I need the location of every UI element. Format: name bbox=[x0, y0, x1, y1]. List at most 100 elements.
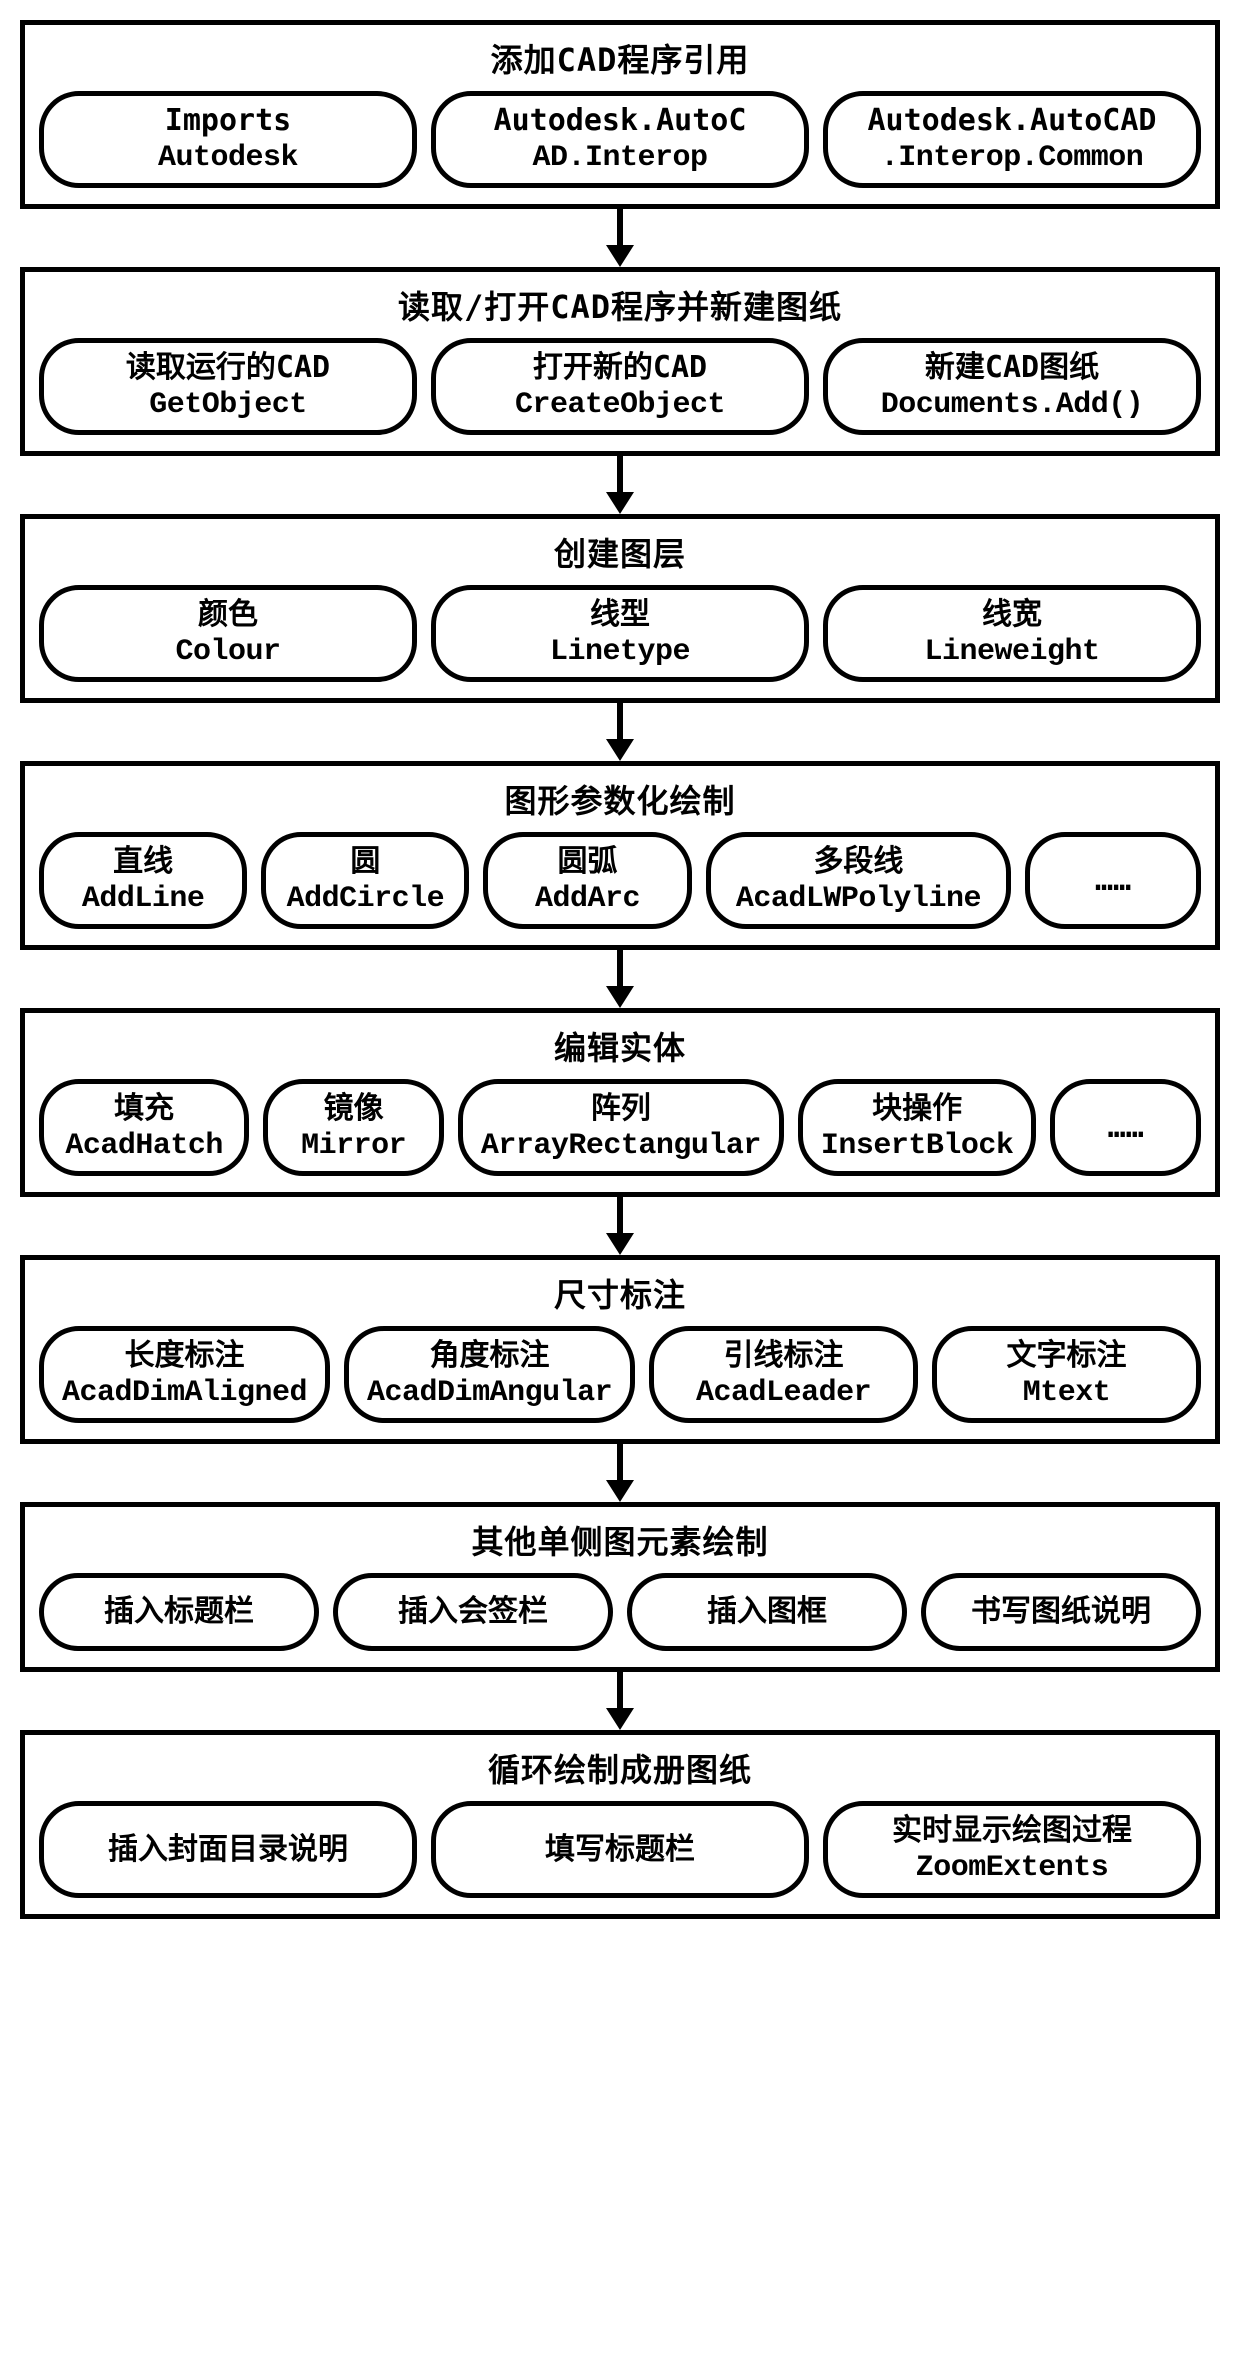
chip: ImportsAutodesk bbox=[39, 91, 417, 188]
chip: 长度标注AcadDimAligned bbox=[39, 1326, 330, 1423]
chip-line2: AcadLeader bbox=[696, 1375, 871, 1413]
chip: 填写标题栏 bbox=[431, 1801, 809, 1898]
flow-block: 尺寸标注长度标注AcadDimAligned角度标注AcadDimAngular… bbox=[20, 1255, 1220, 1444]
chip: 镜像Mirror bbox=[263, 1079, 443, 1176]
chip-line2: ZoomExtents bbox=[916, 1850, 1109, 1888]
chip-line1: 颜色 bbox=[198, 596, 258, 634]
chip: 插入会签栏 bbox=[333, 1573, 613, 1651]
chip-line1: 圆 bbox=[350, 843, 380, 881]
chip-row: 插入标题栏 插入会签栏 插入图框 书写图纸说明 bbox=[39, 1573, 1201, 1651]
down-arrow-icon bbox=[600, 1444, 640, 1502]
chip-line1: Imports bbox=[165, 102, 291, 140]
chip-line1: 长度标注 bbox=[125, 1337, 245, 1375]
chip-line2: AD.Interop bbox=[532, 140, 707, 178]
chip-line1: 引线标注 bbox=[724, 1337, 844, 1375]
chip-label: 插入会签栏 bbox=[398, 1593, 548, 1631]
chip: 填充AcadHatch bbox=[39, 1079, 249, 1176]
down-arrow-icon bbox=[600, 1197, 640, 1255]
chip-line1: 读取运行的CAD bbox=[126, 349, 330, 387]
flow-block: 添加CAD程序引用ImportsAutodeskAutodesk.AutoCAD… bbox=[20, 20, 1220, 209]
block-title: 添加CAD程序引用 bbox=[39, 35, 1201, 81]
chip-line2: Linetype bbox=[550, 634, 690, 672]
block-title: 图形参数化绘制 bbox=[39, 776, 1201, 822]
chip-line1: 阵列 bbox=[591, 1090, 651, 1128]
chip: 文字标注Mtext bbox=[932, 1326, 1201, 1423]
block-title: 其他单侧图元素绘制 bbox=[39, 1517, 1201, 1563]
down-arrow-icon bbox=[600, 456, 640, 514]
flowchart-diagram: 添加CAD程序引用ImportsAutodeskAutodesk.AutoCAD… bbox=[20, 20, 1220, 1919]
block-title: 读取/打开CAD程序并新建图纸 bbox=[39, 282, 1201, 328]
chip: 书写图纸说明 bbox=[921, 1573, 1201, 1651]
chip-line2: Mtext bbox=[1023, 1375, 1111, 1413]
chip: 插入封面目录说明 bbox=[39, 1801, 417, 1898]
chip-line2: Autodesk bbox=[158, 140, 298, 178]
chip-line1: 打开新的CAD bbox=[533, 349, 707, 387]
chip-line2: GetObject bbox=[149, 387, 307, 425]
chip-line1: 新建CAD图纸 bbox=[925, 349, 1099, 387]
chip: …… bbox=[1050, 1079, 1201, 1176]
chip-line2: InsertBlock bbox=[821, 1128, 1014, 1166]
chip-line2: Colour bbox=[175, 634, 280, 672]
chip: 线型Linetype bbox=[431, 585, 809, 682]
chip-line2: .Interop.Common bbox=[881, 140, 1144, 178]
down-arrow-icon bbox=[600, 209, 640, 267]
chip-line1: Autodesk.AutoCAD bbox=[868, 102, 1157, 140]
chip-row: 填充AcadHatch镜像Mirror阵列ArrayRectangular块操作… bbox=[39, 1079, 1201, 1176]
chip: 引线标注AcadLeader bbox=[649, 1326, 918, 1423]
flow-block: 创建图层颜色Colour线型Linetype线宽Lineweight bbox=[20, 514, 1220, 703]
chip-row: 读取运行的CADGetObject打开新的CADCreateObject新建CA… bbox=[39, 338, 1201, 435]
chip-label: …… bbox=[1108, 1109, 1144, 1147]
chip-line2: AddLine bbox=[82, 881, 205, 919]
chip-line1: 块操作 bbox=[872, 1090, 962, 1128]
chip-line2: AcadDimAngular bbox=[367, 1375, 612, 1413]
chip-line1: 实时显示绘图过程 bbox=[892, 1812, 1132, 1850]
chip-row: 插入封面目录说明 填写标题栏 实时显示绘图过程ZoomExtents bbox=[39, 1801, 1201, 1898]
flow-block: 读取/打开CAD程序并新建图纸读取运行的CADGetObject打开新的CADC… bbox=[20, 267, 1220, 456]
chip-line2: AcadLWPolyline bbox=[736, 881, 981, 919]
chip: 圆AddCircle bbox=[261, 832, 469, 929]
chip-line2: ArrayRectangular bbox=[481, 1128, 761, 1166]
chip-line1: 线型 bbox=[590, 596, 650, 634]
chip: 读取运行的CADGetObject bbox=[39, 338, 417, 435]
chip: 角度标注AcadDimAngular bbox=[344, 1326, 635, 1423]
chip-line2: AcadHatch bbox=[65, 1128, 223, 1166]
flow-block: 编辑实体填充AcadHatch镜像Mirror阵列ArrayRectangula… bbox=[20, 1008, 1220, 1197]
block-title: 尺寸标注 bbox=[39, 1270, 1201, 1316]
chip: 打开新的CADCreateObject bbox=[431, 338, 809, 435]
block-title: 编辑实体 bbox=[39, 1023, 1201, 1069]
chip: Autodesk.AutoCAD.Interop bbox=[431, 91, 809, 188]
chip-row: 长度标注AcadDimAligned角度标注AcadDimAngular引线标注… bbox=[39, 1326, 1201, 1423]
chip-line1: 填充 bbox=[114, 1090, 174, 1128]
chip-line1: 直线 bbox=[113, 843, 173, 881]
chip: 颜色Colour bbox=[39, 585, 417, 682]
chip-label: 填写标题栏 bbox=[545, 1831, 695, 1869]
chip-label: 插入封面目录说明 bbox=[108, 1831, 348, 1869]
chip: 插入标题栏 bbox=[39, 1573, 319, 1651]
chip: 直线AddLine bbox=[39, 832, 247, 929]
chip: 线宽Lineweight bbox=[823, 585, 1201, 682]
block-title: 循环绘制成册图纸 bbox=[39, 1745, 1201, 1791]
chip-label: 插入图框 bbox=[707, 1593, 827, 1631]
chip-line1: Autodesk.AutoC bbox=[494, 102, 747, 140]
chip-line1: 角度标注 bbox=[430, 1337, 550, 1375]
chip: 实时显示绘图过程ZoomExtents bbox=[823, 1801, 1201, 1898]
chip-line1: 圆弧 bbox=[558, 843, 618, 881]
chip-label: 插入标题栏 bbox=[104, 1593, 254, 1631]
chip: 新建CAD图纸Documents.Add() bbox=[823, 338, 1201, 435]
chip: Autodesk.AutoCAD.Interop.Common bbox=[823, 91, 1201, 188]
chip: 阵列ArrayRectangular bbox=[458, 1079, 784, 1176]
chip-label: 书写图纸说明 bbox=[971, 1593, 1151, 1631]
chip-line1: 多段线 bbox=[813, 843, 903, 881]
chip-line2: AddCircle bbox=[287, 881, 445, 919]
flow-block: 其他单侧图元素绘制插入标题栏 插入会签栏 插入图框 书写图纸说明 bbox=[20, 1502, 1220, 1672]
down-arrow-icon bbox=[600, 703, 640, 761]
chip-line2: Documents.Add() bbox=[881, 387, 1144, 425]
chip: 插入图框 bbox=[627, 1573, 907, 1651]
flow-block: 图形参数化绘制直线AddLine圆AddCircle圆弧AddArc多段线Aca… bbox=[20, 761, 1220, 950]
chip: …… bbox=[1025, 832, 1201, 929]
chip-line1: 镜像 bbox=[324, 1090, 384, 1128]
chip-label: …… bbox=[1095, 862, 1131, 900]
chip-line2: CreateObject bbox=[515, 387, 725, 425]
chip-row: 颜色Colour线型Linetype线宽Lineweight bbox=[39, 585, 1201, 682]
chip-line1: 线宽 bbox=[982, 596, 1042, 634]
